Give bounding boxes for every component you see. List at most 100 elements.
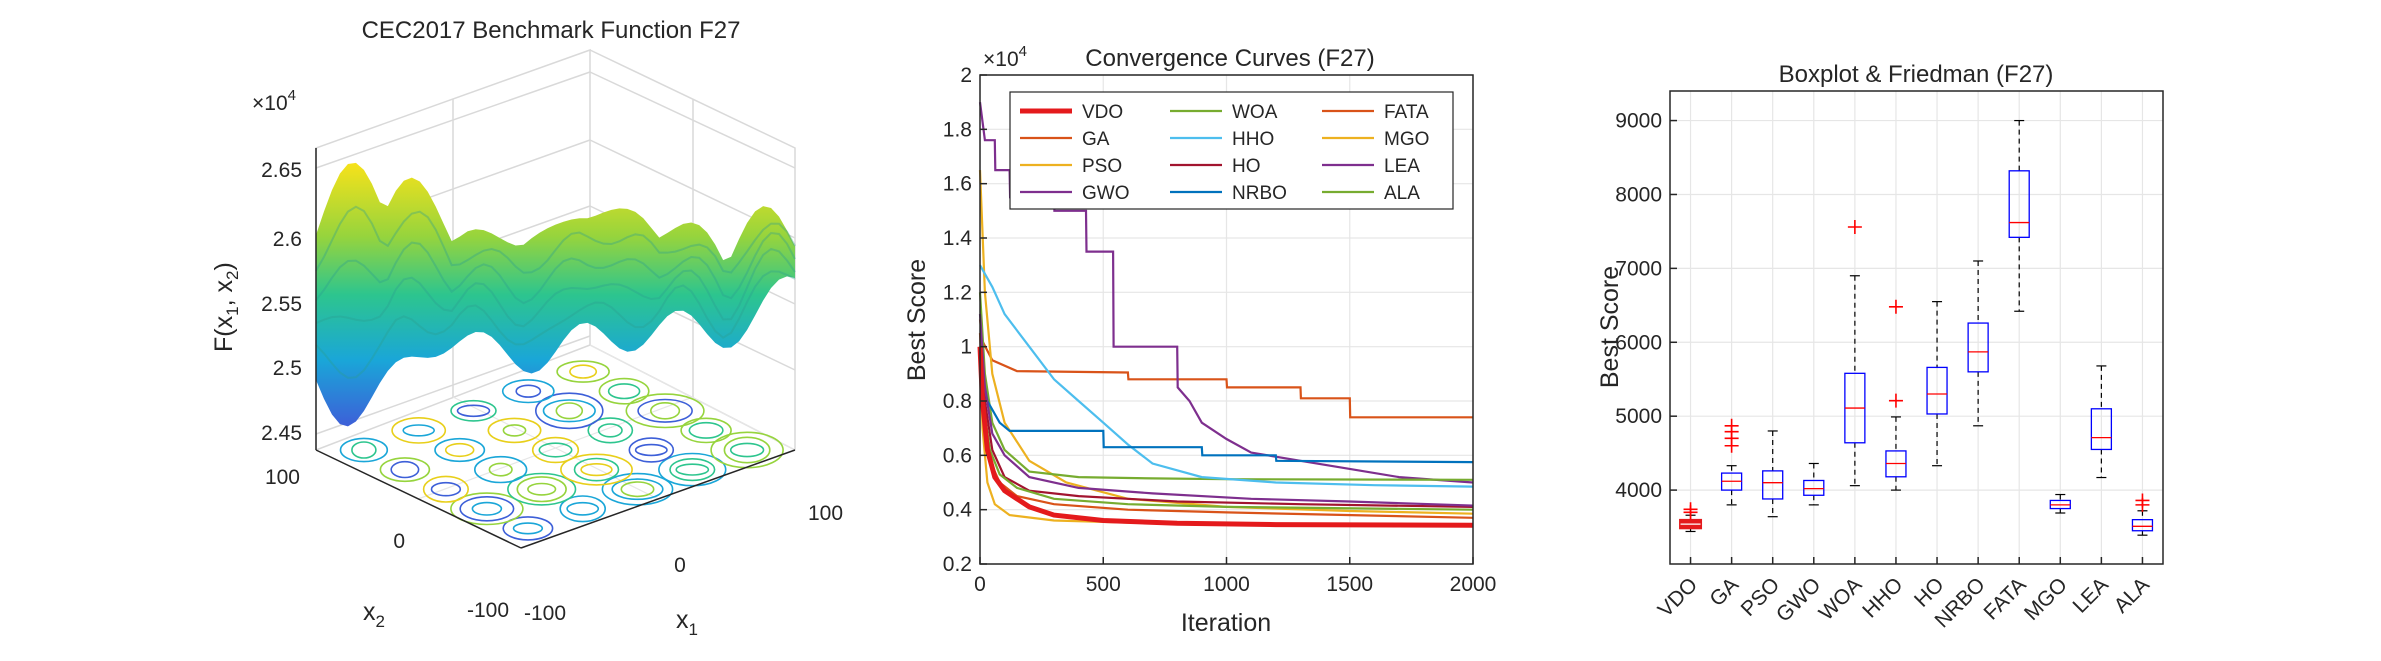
legend-label-vdo: VDO	[1082, 102, 1123, 123]
boxplot-panel: 4000 5000 6000 7000 8000 9000 VDO GAPSOGWOWOAH…	[1596, 61, 2164, 632]
x-tick-label: 500	[1086, 573, 1121, 596]
surface-z-ticks: 2.45 2.5 2.55 2.6 2.65	[261, 159, 302, 445]
convergence-ticks	[979, 74, 1474, 565]
convergence-exponent-label: ×104	[983, 43, 1027, 71]
contour-ring	[598, 377, 650, 405]
box-ala	[2131, 493, 2154, 536]
surface-shading	[315, 205, 796, 379]
box-vdo	[1679, 502, 1703, 533]
legend-label-pso: PSO	[1082, 156, 1122, 177]
contour-ring	[444, 442, 475, 458]
box-body	[2090, 408, 2113, 451]
contour-ring	[534, 392, 604, 430]
surface-mesh	[316, 162, 795, 427]
contour-ring	[502, 516, 554, 541]
contour-ring	[580, 463, 613, 477]
contour-ring	[688, 421, 724, 439]
x-tick-label: LEA	[2069, 573, 2113, 617]
convergence-y-ticks: 0.2 0.4 0.6 0.8 1 1.2 1.4 1.6 1.8 2	[943, 64, 973, 576]
y-tick-label: 0.4	[943, 499, 973, 522]
outlier-marker	[1888, 393, 1903, 408]
box-ga	[1720, 418, 1743, 506]
x-tick-label: ALA	[2110, 573, 2154, 617]
box-hho	[1885, 299, 1907, 491]
surface-exponent-label: ×104	[252, 87, 296, 115]
series-line-woa	[978, 292, 1474, 481]
surface-x1-ticks: -100 0 100	[524, 502, 843, 625]
z-tick-label: 2.6	[273, 228, 302, 251]
box-mgo	[2049, 493, 2071, 514]
x-tick-label: 2000	[1450, 573, 1497, 596]
contour-ring	[556, 360, 610, 383]
legend-label-ho: HO	[1232, 156, 1261, 177]
surface-x2-label: x2	[363, 598, 385, 631]
floor-grid	[315, 344, 796, 549]
surface-x1-label: x1	[676, 606, 698, 639]
surface-front-axes	[315, 148, 796, 549]
box-ho	[1926, 301, 1948, 467]
contour-ring	[507, 472, 577, 506]
x-tick-label: VDO	[1654, 573, 1702, 621]
y-tick-label: 7000	[1615, 257, 1662, 280]
outlier-marker	[1724, 418, 1739, 433]
x-tick-label: 1000	[1203, 573, 1250, 596]
contour-ring	[634, 443, 668, 457]
x1-tick-label: -100	[524, 602, 566, 625]
contour-ring	[566, 501, 600, 516]
contour-ring	[379, 457, 431, 483]
legend-label-hho: HHO	[1232, 129, 1274, 150]
y-tick-label: 6000	[1615, 331, 1662, 354]
y-tick-label: 1.2	[943, 281, 972, 304]
contour-ring	[669, 458, 716, 482]
y-tick-label: 0.2	[943, 553, 972, 576]
contour-ring	[430, 481, 462, 497]
surface-title: CEC2017 Benchmark Function F27	[362, 17, 741, 44]
boxplot-y-label: Best Score	[1596, 266, 1624, 388]
box-woa	[1844, 219, 1866, 487]
z-tick-label: 2.5	[273, 357, 302, 380]
convergence-panel: 0.2 0.4 0.6 0.8 1 1.2 1.4 1.6 1.8 2 0 500 1000 1500 2…	[903, 43, 1496, 637]
contour-ring	[390, 460, 420, 479]
contour-ring	[542, 399, 596, 423]
legend-label-woa: WOA	[1232, 102, 1278, 123]
boxplot-grid	[1670, 91, 2163, 564]
convergence-x-ticks: 0 500 1000 1500 2000	[974, 573, 1496, 596]
x-tick-label: 0	[974, 573, 986, 596]
x1-tick-label: 100	[808, 502, 843, 525]
contour-ring	[680, 417, 732, 444]
x1-tick-label: 0	[674, 554, 686, 577]
boxplot-boxes	[1679, 119, 2154, 536]
box-body	[1967, 322, 1989, 373]
x-tick-label: WOA	[1815, 573, 1867, 625]
contour-ring	[339, 437, 389, 463]
x2-tick-label: 100	[265, 466, 300, 489]
y-tick-label: 8000	[1615, 183, 1662, 206]
y-tick-label: 1.6	[943, 173, 972, 196]
contour-ring	[434, 437, 486, 463]
contour-ring	[628, 437, 675, 463]
contour-ring	[555, 402, 584, 420]
contour-ring	[675, 463, 710, 476]
y-tick-label: 1.4	[943, 227, 973, 250]
legend-label-mgo: MGO	[1384, 129, 1429, 150]
contour-ring	[723, 436, 771, 464]
contour-ring	[471, 501, 503, 516]
contour-ring	[625, 393, 705, 429]
y-tick-label: 1.8	[943, 118, 972, 141]
contour-ring	[351, 441, 377, 459]
boxplot-ticks	[1670, 119, 2144, 564]
z-tick-label: 2.55	[261, 293, 302, 316]
convergence-x-label: Iteration	[1181, 609, 1271, 637]
box-lea	[2090, 365, 2113, 479]
z-tick-label: 2.45	[261, 422, 302, 445]
contour-ring	[474, 455, 528, 484]
contour-ring	[502, 424, 527, 437]
outlier-marker	[1847, 219, 1862, 234]
y-tick-label: 4000	[1615, 479, 1662, 502]
contour-ring	[538, 442, 573, 458]
boxplot-title: Boxplot & Friedman (F27)	[1779, 61, 2054, 88]
legend-label-gwo: GWO	[1082, 183, 1130, 204]
contour-ring	[488, 462, 513, 477]
